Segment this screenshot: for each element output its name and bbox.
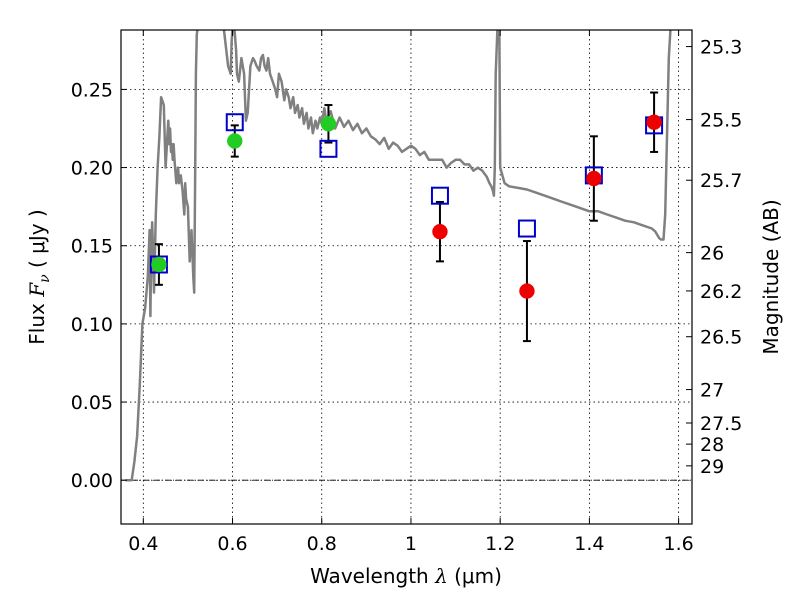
plot-frame — [120, 29, 693, 525]
y2-tick-label: 28 — [700, 434, 724, 456]
observed-flux-point — [646, 114, 662, 130]
ticks: 0.4 0.6 0.8 1 1.2 1.4 1.6 0.00 0.05 0.10 0.15 0.20 0… — [71, 30, 742, 555]
x-tick-label: 0.6 — [217, 533, 247, 555]
observed-flux-point — [519, 283, 535, 299]
y2-tick-label: 26.2 — [700, 281, 742, 303]
model-flux-square — [319, 139, 338, 158]
model-flux-square — [225, 113, 244, 132]
y2-tick-label: 27.5 — [700, 413, 742, 435]
x-tick-label: 0.8 — [307, 533, 337, 555]
x-tick-label: 1 — [405, 533, 417, 555]
y2-axis-label: Magnitude (AB) — [759, 199, 783, 354]
y2-tick-label: 27 — [700, 380, 724, 402]
y-tick-label: 0.05 — [71, 392, 113, 414]
model-flux-square — [430, 186, 449, 205]
y2-tick-label: 26.5 — [700, 327, 742, 349]
observed-flux-point — [151, 256, 167, 273]
observed-flux-point — [320, 116, 337, 132]
y-tick-label: 0.10 — [71, 314, 113, 336]
x-axis-label: Wavelength λ (μm) — [310, 564, 502, 588]
observed-flux-point — [432, 223, 448, 240]
x-tick-label: 1.2 — [485, 533, 515, 555]
markers — [149, 113, 664, 299]
x-tick-label: 1.4 — [574, 533, 604, 555]
y-axis-label: Flux Fν ( μJy ) — [25, 209, 53, 344]
y-tick-label: 0.00 — [71, 470, 113, 492]
y2-tick-label: 25.7 — [700, 170, 742, 192]
model-flux-square — [517, 219, 536, 238]
y-tick-label: 0.20 — [71, 158, 113, 180]
y2-tick-label: 29 — [700, 456, 724, 478]
observed-flux-point — [586, 170, 602, 187]
y2-tick-label: 26 — [700, 243, 724, 265]
x-tick-label: 1.6 — [664, 533, 694, 555]
y-tick-label: 0.15 — [71, 236, 113, 258]
grid — [121, 30, 692, 524]
y-tick-label: 0.25 — [71, 79, 113, 101]
x-tick-label: 0.4 — [128, 533, 158, 555]
model-flux-square — [149, 255, 168, 274]
y2-tick-label: 25.5 — [700, 110, 742, 132]
y2-tick-label: 25.3 — [700, 37, 742, 59]
model-sed-line — [125, 30, 672, 482]
observed-flux-point — [227, 133, 243, 149]
